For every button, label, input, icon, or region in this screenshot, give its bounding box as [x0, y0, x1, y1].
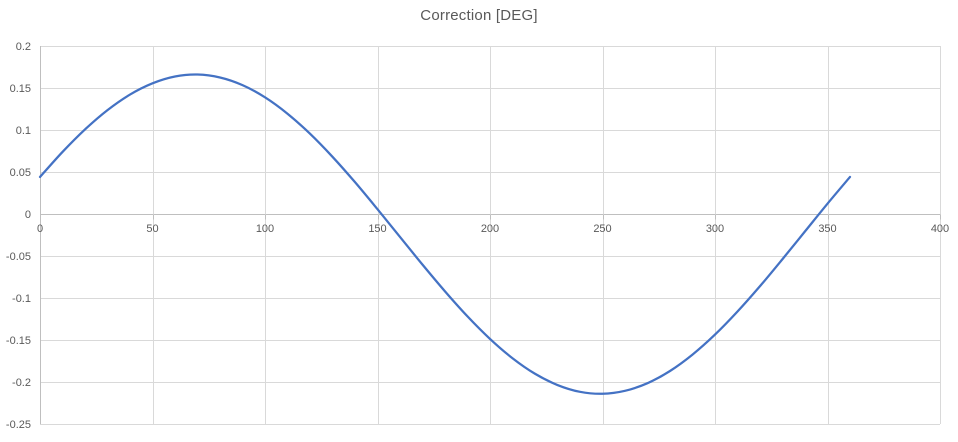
x-tick-label: 150: [368, 223, 386, 235]
y-tick-label: -0.15: [6, 335, 31, 347]
y-tick-label: 0.05: [10, 167, 31, 179]
x-tick-label: 100: [256, 223, 274, 235]
y-tick-label: 0.1: [16, 125, 31, 137]
x-tick-label: 400: [931, 223, 949, 235]
series-line: [38, 73, 852, 395]
chart-title: Correction [DEG]: [420, 7, 538, 24]
y-tick-label: 0.15: [10, 83, 31, 95]
x-tick-label: 250: [593, 223, 611, 235]
y-tick-label: 0: [25, 209, 31, 221]
y-tick-label: -0.25: [6, 419, 31, 431]
x-tick-label: 0: [37, 223, 43, 235]
y-tick-label: 0.2: [16, 41, 31, 53]
x-tick-label: 200: [481, 223, 499, 235]
y-tick-label: -0.1: [12, 293, 31, 305]
y-tick-label: -0.05: [6, 251, 31, 263]
x-tick-label: 50: [146, 223, 158, 235]
x-tick-label: 300: [706, 223, 724, 235]
y-tick-label: -0.2: [12, 377, 31, 389]
x-tick-label: 350: [818, 223, 836, 235]
